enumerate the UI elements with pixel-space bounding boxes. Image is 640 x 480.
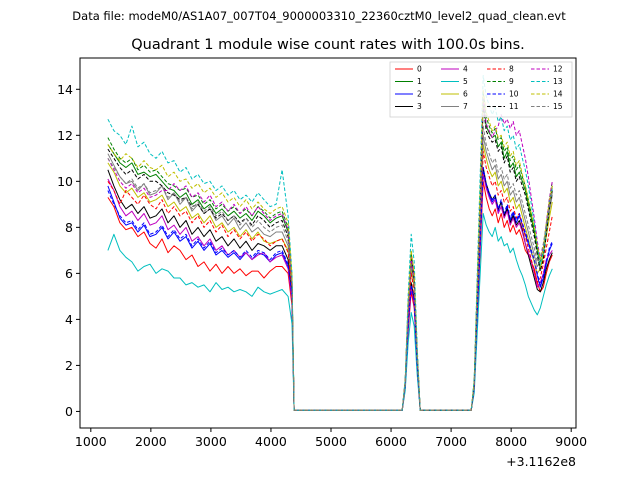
legend-item-4: 4 [441, 65, 468, 74]
x-tick-label: 9000 [555, 434, 587, 449]
y-axis: 0 2 4 6 8 10 12 14 [57, 82, 80, 419]
legend-label: 9 [509, 77, 514, 86]
legend-label: 11 [509, 102, 519, 111]
plot-frame [79, 57, 577, 429]
series-layer [107, 75, 553, 411]
series-line-5 [107, 213, 553, 411]
data-file-label: Data file: modeM0/AS1A07_007T04_90000033… [72, 9, 566, 23]
legend-item-9: 9 [487, 77, 514, 86]
series-line-14 [107, 88, 553, 411]
x-tick-label: 5000 [315, 434, 347, 449]
y-tick-label: 8 [65, 220, 73, 235]
x-tick-label: 4000 [255, 434, 287, 449]
series-line-8 [107, 150, 553, 411]
x-axis: 1000 2000 3000 4000 5000 6000 7000 8000 9000 [75, 428, 587, 449]
series-line-11 [107, 104, 553, 411]
series-line-9 [107, 91, 553, 411]
legend-label: 0 [417, 65, 422, 74]
y-tick-label: 6 [65, 266, 73, 281]
legend-item-5: 5 [441, 77, 468, 86]
legend-label: 14 [553, 90, 563, 99]
x-tick-label: 8000 [495, 434, 527, 449]
legend-item-14: 14 [531, 90, 563, 99]
legend-item-12: 12 [531, 65, 563, 74]
legend-item-8: 8 [487, 65, 514, 74]
y-tick-label: 14 [57, 82, 73, 97]
series-line-12 [107, 98, 553, 411]
x-tick-label: 1000 [75, 434, 107, 449]
series-line-7 [107, 134, 553, 411]
legend-item-10: 10 [487, 90, 519, 99]
legend-item-11: 11 [487, 102, 519, 111]
y-tick-label: 2 [65, 358, 73, 373]
legend-frame [389, 61, 573, 118]
legend-item-6: 6 [441, 90, 468, 99]
legend-label: 10 [509, 90, 519, 99]
legend-label: 13 [553, 77, 563, 86]
legend-label: 3 [417, 102, 422, 111]
x-tick-label: 3000 [195, 434, 227, 449]
legend-label: 12 [553, 65, 563, 74]
legend-item-15: 15 [531, 102, 563, 111]
x-tick-label: 2000 [135, 434, 167, 449]
series-line-0 [107, 180, 553, 411]
legend-label: 8 [509, 65, 514, 74]
x-axis-offset-label: +3.1162e8 [506, 454, 576, 469]
y-tick-label: 10 [57, 174, 73, 189]
series-line-3 [107, 167, 553, 411]
legend-label: 2 [417, 90, 422, 99]
series-line-4 [107, 173, 553, 411]
legend-label: 15 [553, 102, 563, 111]
legend-label: 6 [463, 90, 468, 99]
legend-label: 5 [463, 77, 468, 86]
x-tick-label: 7000 [435, 434, 467, 449]
legend-item-3: 3 [395, 102, 422, 111]
chart-title: Quadrant 1 module wise count rates with … [131, 37, 525, 53]
legend-item-2: 2 [395, 90, 422, 99]
series-line-15 [107, 125, 553, 411]
legend-item-0: 0 [395, 65, 422, 74]
legend-label: 7 [463, 102, 468, 111]
legend-item-1: 1 [395, 77, 422, 86]
y-tick-label: 4 [65, 312, 73, 327]
legend-label: 4 [463, 65, 468, 74]
legend-item-13: 13 [531, 77, 563, 86]
legend-label: 1 [417, 77, 422, 86]
legend-item-7: 7 [441, 102, 468, 111]
series-line-10 [107, 167, 553, 411]
series-line-2 [107, 169, 553, 411]
y-tick-label: 0 [65, 404, 73, 419]
x-tick-label: 6000 [375, 434, 407, 449]
y-tick-label: 12 [57, 128, 73, 143]
